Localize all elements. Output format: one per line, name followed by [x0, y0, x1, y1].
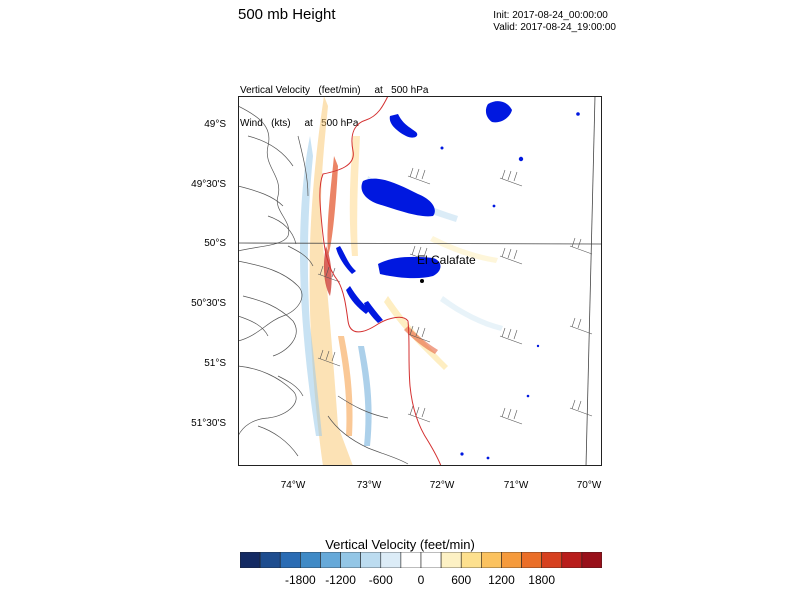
- lat-label-49-30s: 49°30'S: [191, 179, 226, 190]
- colorbar-swatch: [541, 552, 563, 568]
- border-line: [319, 96, 442, 466]
- colorbar-tick-label: 1800: [528, 573, 555, 587]
- lat-label-49s: 49°S: [204, 119, 226, 130]
- valid-time: Valid: 2017-08-24_19:00:00: [493, 22, 616, 33]
- lat-label-51-30s: 51°30'S: [191, 418, 226, 429]
- colorbar-swatch: [300, 552, 321, 568]
- vertical-velocity-desc: Vertical Velocity (feet/min) at 500 hPa: [240, 85, 429, 96]
- colorbar-swatch: [360, 552, 382, 568]
- chart-title: 500 mb Height: [238, 6, 336, 23]
- colorbar-swatch: [420, 552, 442, 568]
- city-marker: [420, 279, 424, 283]
- colorbar-swatch: [501, 552, 522, 568]
- colorbar-tick-label: 1200: [488, 573, 515, 587]
- colorbar-swatch: [561, 552, 583, 568]
- colorbar-swatch: [460, 552, 482, 568]
- city-label: El Calafate: [417, 253, 476, 267]
- lon-label-74w: 74°W: [280, 480, 306, 491]
- colorbar-tick-label: -1200: [325, 573, 356, 587]
- lat-label-50s: 50°S: [204, 238, 226, 249]
- colorbar-swatch: [440, 552, 462, 568]
- colorbar-swatch: [259, 552, 281, 568]
- colorbar-tick-label: 600: [451, 573, 472, 587]
- lakes: [336, 101, 580, 460]
- coastline: [238, 105, 409, 465]
- lat-label-50-30s: 50°30'S: [191, 298, 226, 309]
- run-info: Init: 2017-08-24_00:00:00 Valid: 2017-08…: [493, 10, 616, 34]
- colorbar-swatch: [481, 552, 502, 568]
- wind-barbs: [317, 167, 593, 425]
- colorbar-swatch: [279, 552, 301, 568]
- colorbar-title: Vertical Velocity (feet/min): [325, 537, 475, 552]
- colorbar-tick-label: -1800: [284, 573, 316, 587]
- lon-label-73w: 73°W: [356, 480, 382, 491]
- init-time: Init: 2017-08-24_00:00:00: [493, 10, 608, 21]
- graticule: [238, 96, 602, 466]
- colorbar-swatch: [380, 552, 402, 568]
- map-frame: [238, 96, 602, 466]
- colorbar-tick-label: -600: [368, 573, 393, 587]
- lon-label-71w: 71°W: [503, 480, 529, 491]
- colorbar-swatch: [400, 552, 422, 568]
- field-description: Vertical Velocity (feet/min) at 500 hPa …: [240, 63, 428, 140]
- lat-label-51s: 51°S: [204, 358, 226, 369]
- colorbar-tick-label: 0: [417, 573, 425, 587]
- colorbar-swatch: [521, 552, 542, 568]
- colorbar-swatch: [340, 552, 361, 568]
- colorbar-swatch: [320, 552, 341, 568]
- lon-label-72w: 72°W: [429, 480, 455, 491]
- colorbar-swatch: [240, 552, 261, 568]
- map-plot: [238, 96, 602, 466]
- wind-desc: Wind (kts) at 500 hPa: [240, 118, 359, 129]
- colorbar-swatch: [581, 552, 602, 568]
- colorbar: [240, 552, 602, 568]
- lon-label-70w: 70°W: [576, 480, 602, 491]
